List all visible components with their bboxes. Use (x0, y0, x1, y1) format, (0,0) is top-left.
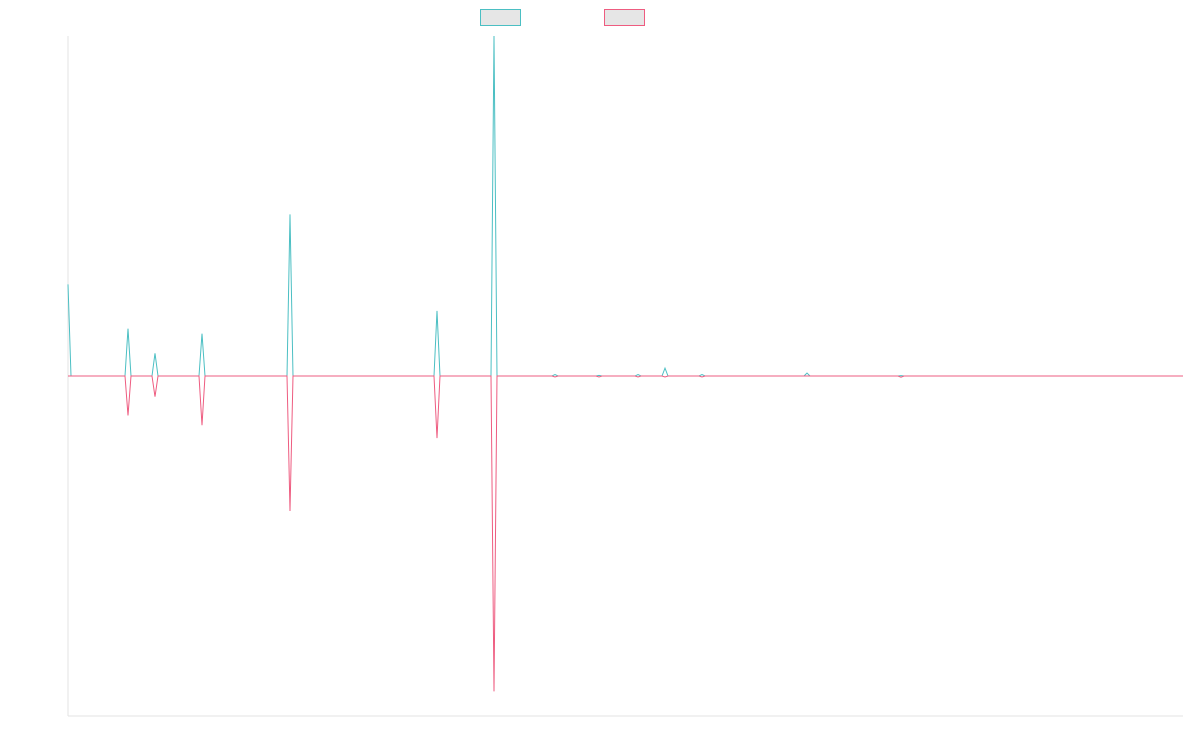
legend-swatch-2[interactable] (604, 9, 645, 26)
series-line-2 (68, 375, 1183, 692)
legend (480, 9, 645, 26)
legend-swatch-1[interactable] (480, 9, 521, 26)
series-layer (67, 35, 1183, 692)
series-line-1 (67, 35, 1183, 377)
